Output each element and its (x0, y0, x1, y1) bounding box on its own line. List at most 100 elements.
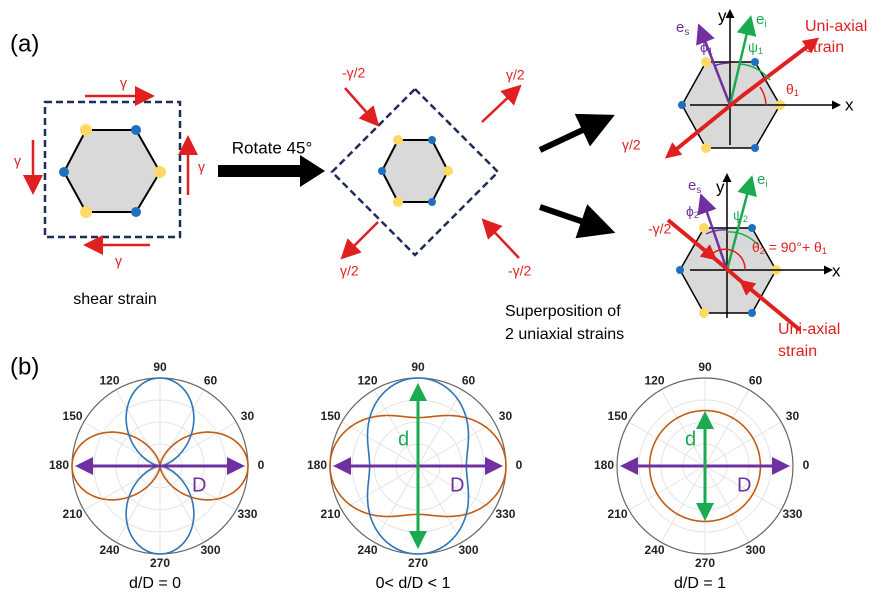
angle-label: 150 (63, 409, 83, 423)
gamma-label: γ (120, 75, 127, 91)
angle-label: 180 (49, 458, 69, 472)
panel-label: (b) (10, 353, 39, 380)
axis-label: y (716, 177, 725, 196)
polar-grid (374, 466, 418, 542)
angle-label: 60 (204, 373, 218, 387)
angle-label: 300 (458, 543, 478, 557)
strain-label: γ/2 (622, 137, 641, 153)
rotate-label: Rotate 45° (232, 138, 313, 157)
angle-label: 60 (749, 373, 763, 387)
angle-label: 240 (99, 543, 119, 557)
polar-grid (160, 422, 236, 466)
polar-grid (84, 422, 160, 466)
angle-label: 0 (258, 458, 265, 472)
angle-label: 270 (408, 556, 428, 570)
strain-label: -γ/2 (508, 263, 532, 279)
angle-label: 30 (241, 409, 255, 423)
angle-label: 270 (695, 556, 715, 570)
polar-grid (661, 390, 705, 466)
es-label: es (688, 177, 701, 196)
strain-label: -γ/2 (342, 65, 366, 81)
D-label: D (737, 474, 751, 496)
angle-label: 210 (608, 507, 628, 521)
angle-label: 60 (462, 373, 476, 387)
arrow (540, 207, 604, 229)
theta-label: θ1 (786, 81, 799, 99)
angle-label: 150 (608, 409, 628, 423)
angle-label: 210 (321, 507, 341, 521)
strain-label: strain (778, 343, 817, 360)
angle-label: 300 (745, 543, 765, 557)
angle-label: 90 (411, 360, 425, 374)
phi-label: ϕ1 (700, 39, 713, 57)
angle-label: 120 (99, 373, 119, 387)
angle-label: 120 (357, 373, 377, 387)
theta-label: θ2 = 90°+ θ1 (752, 239, 827, 257)
ei-label: ei (756, 11, 767, 30)
strain-label: γ/2 (340, 263, 359, 279)
angle-label: 180 (307, 458, 327, 472)
strain-label: -γ/2 (648, 221, 672, 237)
polar-grid (629, 466, 705, 510)
angle-label: 90 (698, 360, 712, 374)
ei-label: ei (757, 171, 768, 190)
strain-label: γ/2 (506, 67, 525, 83)
polar-grid (661, 466, 705, 542)
caption: 0< d/D < 1 (376, 575, 451, 592)
polar-grid (116, 466, 160, 542)
gamma-label: γ (115, 253, 122, 269)
polar-grid (705, 390, 749, 466)
polar-grid (705, 422, 781, 466)
angle-label: 30 (786, 409, 800, 423)
phi-label: ϕ2 (686, 203, 699, 221)
angle-label: 270 (150, 556, 170, 570)
polar-grid (84, 466, 160, 510)
angle-label: 180 (594, 458, 614, 472)
angle-label: 0 (516, 458, 523, 472)
arrow (218, 155, 325, 187)
rotated-diagram (332, 88, 519, 258)
angle-label: 240 (644, 543, 664, 557)
angle-label: 300 (200, 543, 220, 557)
gamma-label: γ (198, 159, 205, 175)
superposition-text: Superposition of (505, 303, 621, 320)
strain-label: Uni-axial (805, 18, 867, 35)
angle-label: 90 (153, 360, 167, 374)
angle-label: 240 (357, 543, 377, 557)
strain-label: strain (805, 39, 844, 56)
d-label: d (685, 428, 696, 450)
polar-grid (160, 390, 204, 466)
caption: d/D = 0 (129, 575, 181, 592)
angle-label: 330 (782, 507, 802, 521)
caption: shear strain (73, 291, 157, 308)
shear-diagram (33, 96, 188, 245)
psi-label: ψ1 (748, 39, 763, 57)
polar-grid (116, 390, 160, 466)
angle-label: 30 (499, 409, 513, 423)
polar-grid (342, 466, 418, 510)
es-label: es (676, 19, 689, 38)
angle-label: 330 (237, 507, 257, 521)
strain-label: Uni-axial (778, 321, 840, 338)
angle-label: 0 (803, 458, 810, 472)
axis-label: y (718, 6, 727, 25)
panel-label: (a) (10, 30, 39, 57)
caption: d/D = 1 (674, 575, 726, 592)
polar-grid (418, 422, 494, 466)
gamma-label: γ (14, 153, 21, 169)
D-label: D (450, 474, 464, 496)
axis-label: x (832, 261, 841, 280)
arrow (540, 120, 604, 150)
psi-label: ψ2 (733, 207, 748, 225)
angle-label: 150 (321, 409, 341, 423)
axis-label: x (845, 95, 854, 114)
figure: (a) γ γ γ γ shear strain Rotate 45° -γ/2… (0, 0, 885, 595)
angle-label: 120 (644, 373, 664, 387)
angle-label: 330 (495, 507, 515, 521)
angle-label: 210 (63, 507, 83, 521)
d-label: d (398, 428, 409, 450)
superposition-text: 2 uniaxial strains (505, 326, 624, 343)
polar-grid (374, 390, 418, 466)
D-label: D (192, 474, 206, 496)
